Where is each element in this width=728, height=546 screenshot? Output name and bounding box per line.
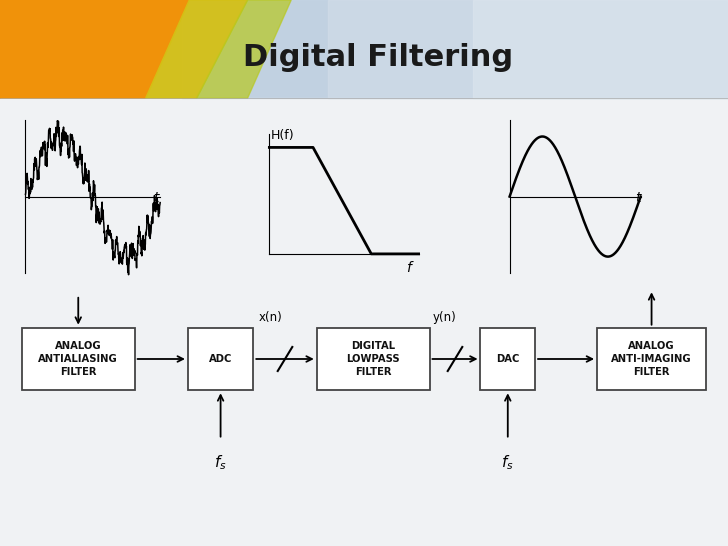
Bar [597,328,706,390]
Text: t: t [153,191,159,205]
Bar [0,98,728,546]
Text: t: t [635,191,641,205]
Text: y(n): y(n) [432,311,456,323]
Bar [0,0,728,98]
Bar [182,0,728,98]
Text: $f_s$: $f_s$ [214,453,227,472]
Text: Digital Filtering: Digital Filtering [243,43,514,72]
Bar [480,328,535,390]
Text: ADC: ADC [209,354,232,364]
Text: DAC: DAC [496,354,520,364]
Text: H(f): H(f) [271,129,294,142]
Bar [317,328,430,390]
Text: x(n): x(n) [258,311,282,323]
Text: ANALOG
ANTIALIASING
FILTER: ANALOG ANTIALIASING FILTER [39,341,118,377]
Polygon shape [0,0,189,98]
Text: DIGITAL
LOWPASS
FILTER: DIGITAL LOWPASS FILTER [347,341,400,377]
Bar [188,328,253,390]
Polygon shape [197,0,291,98]
Bar [328,0,728,98]
Bar [473,0,728,98]
Text: $f_s$: $f_s$ [502,453,514,472]
Bar [22,328,135,390]
Text: f: f [406,261,411,275]
Text: ANALOG
ANTI-IMAGING
FILTER: ANALOG ANTI-IMAGING FILTER [612,341,692,377]
Polygon shape [146,0,248,98]
